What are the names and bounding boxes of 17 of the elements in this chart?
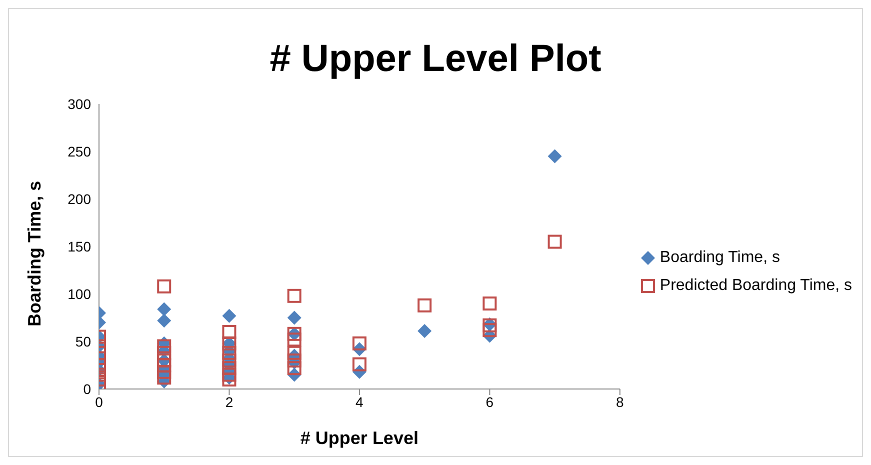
- x-tick-label: 2: [225, 394, 234, 410]
- y-tick-label: 0: [83, 380, 92, 397]
- x-axis-title: # Upper Level: [300, 428, 418, 448]
- x-tick-label: 8: [616, 394, 624, 410]
- legend-label: Predicted Boarding Time, s: [660, 276, 852, 294]
- y-tick-label: 150: [68, 238, 92, 254]
- chart-title: # Upper Level Plot: [268, 37, 602, 82]
- y-tick-label: 50: [75, 333, 92, 350]
- y-tick-label: 200: [68, 190, 92, 207]
- y-tick-label: 300: [68, 96, 92, 112]
- y-axis-title: Boarding Time, s: [24, 180, 44, 326]
- y-tick-label: 100: [68, 286, 92, 302]
- x-tick-label: 4: [356, 394, 364, 410]
- y-tick-label: 250: [68, 143, 92, 160]
- x-tick-label: 6: [486, 394, 494, 410]
- legend-label: Boarding Time, s: [660, 248, 780, 266]
- x-tick-label: 0: [95, 394, 104, 410]
